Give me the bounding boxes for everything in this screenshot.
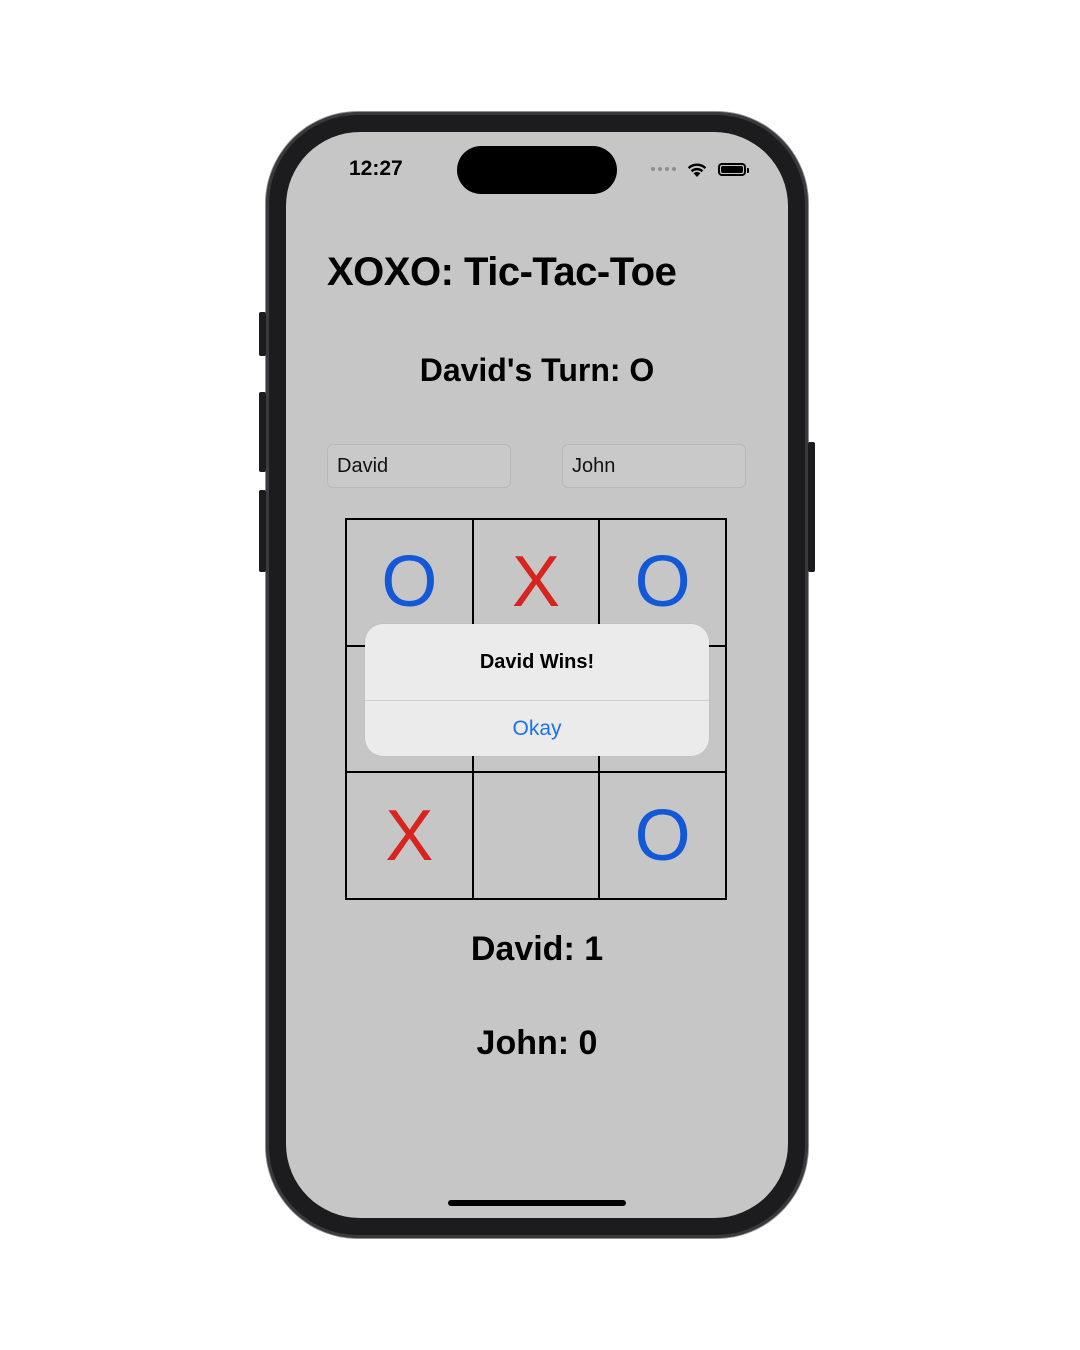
status-icons: [651, 158, 749, 180]
turn-indicator: David's Turn: O: [419, 352, 655, 388]
player2-name-field[interactable]: [562, 444, 746, 488]
power-button: [808, 442, 815, 572]
volume-down-button: [259, 490, 266, 572]
board-cell[interactable]: X: [472, 519, 600, 646]
dynamic-island: [457, 146, 617, 194]
okay-button[interactable]: Okay: [512, 716, 562, 740]
board-cell[interactable]: [472, 772, 600, 899]
status-time: 12:27: [349, 157, 403, 180]
action-button: [259, 312, 266, 356]
alert-divider: [365, 700, 709, 701]
volume-up-button: [259, 392, 266, 472]
cellular-signal-icon: [651, 167, 676, 171]
player2-score: John: 0: [476, 1024, 598, 1062]
alert-title: David Wins!: [479, 650, 595, 673]
battery-icon: [718, 162, 749, 176]
app-title: XOXO: Tic-Tac-Toe: [327, 250, 677, 294]
home-indicator[interactable]: [448, 1200, 626, 1206]
player1-name-field[interactable]: [327, 444, 511, 488]
board-cell[interactable]: X: [346, 772, 473, 899]
wifi-icon: [687, 162, 707, 177]
win-alert-dialog: David Wins! Okay: [365, 624, 709, 756]
board-cell[interactable]: O: [599, 772, 726, 899]
player1-score: David: 1: [470, 930, 604, 968]
phone-screen: 12:27 XOXO: Tic-Tac-Toe David's Turn: O …: [286, 132, 788, 1218]
